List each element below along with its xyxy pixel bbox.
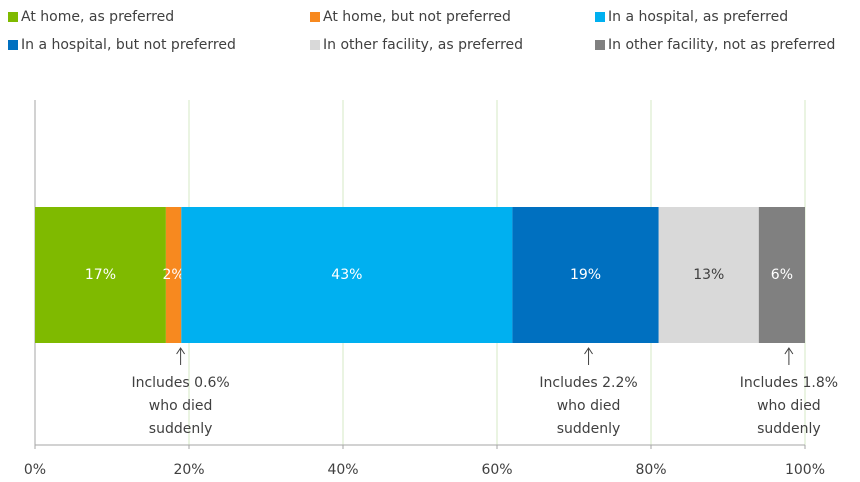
annotation-arrowhead (784, 347, 794, 355)
x-tick-label: 40% (327, 462, 358, 478)
legend-swatch (8, 12, 18, 22)
legend-swatch (310, 12, 320, 22)
bar-segment (758, 207, 805, 343)
annotation-arrowhead (176, 347, 186, 355)
x-tick-label: 60% (481, 462, 512, 478)
annotation-text: suddenly (557, 421, 621, 437)
legend-swatch (595, 40, 605, 50)
legend-label: In a hospital, but not preferred (21, 37, 236, 53)
legend-label: In a hospital, as preferred (608, 9, 788, 25)
annotation-text: who died (557, 398, 621, 414)
annotation-text: Includes 1.8% (740, 375, 838, 391)
bar-segment (35, 207, 166, 343)
data-label: 19% (570, 267, 601, 283)
x-tick-label: 80% (635, 462, 666, 478)
legend-label: In other facility, as preferred (323, 37, 523, 53)
data-label: 2% (162, 267, 184, 283)
legend-swatch (310, 40, 320, 50)
data-label: 6% (771, 267, 793, 283)
x-tick-label: 0% (24, 462, 46, 478)
legend-label: At home, but not preferred (323, 9, 511, 25)
legend-label: At home, as preferred (21, 9, 174, 25)
legend-swatch (595, 12, 605, 22)
legend-swatch (8, 40, 18, 50)
data-label: 13% (693, 267, 724, 283)
x-tick-label: 100% (785, 462, 825, 478)
annotation-arrowhead (584, 347, 593, 355)
annotation-text: Includes 2.2% (539, 375, 637, 391)
annotation-text: suddenly (757, 421, 821, 437)
bar-segment (512, 207, 659, 343)
x-tick-label: 20% (173, 462, 204, 478)
annotation-text: suddenly (149, 421, 213, 437)
annotation-text: who died (149, 398, 213, 414)
data-label: 43% (331, 267, 362, 283)
data-label: 17% (85, 267, 116, 283)
bar-segment (181, 207, 513, 343)
bar-segment (658, 207, 759, 343)
legend-label: In other facility, not as preferred (608, 37, 835, 53)
bar-segment (165, 207, 182, 343)
annotation-text: who died (757, 398, 821, 414)
annotation-text: Includes 0.6% (131, 375, 229, 391)
